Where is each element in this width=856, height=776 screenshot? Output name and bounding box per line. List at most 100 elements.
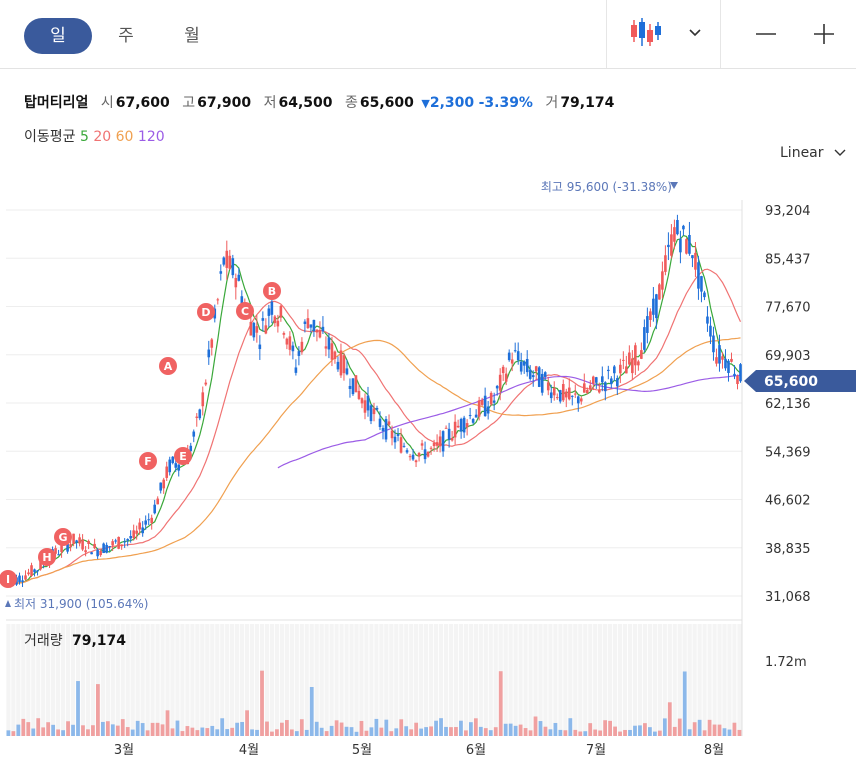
zoom-out-icon[interactable] — [754, 22, 778, 46]
volume-bar — [215, 729, 220, 736]
volume-bg-bar — [284, 624, 289, 736]
volume-bg-bar — [528, 624, 533, 736]
volume-bar — [349, 727, 354, 736]
volume-bar — [225, 729, 230, 736]
volume-bg-bar — [299, 624, 304, 736]
candle-body — [108, 546, 111, 548]
candle-body — [588, 385, 592, 390]
zoom-in-icon[interactable] — [812, 22, 836, 46]
x-tick-label: 5월 — [352, 743, 372, 758]
volume-bg-bar — [344, 624, 349, 736]
candle-body — [721, 356, 724, 360]
candle-body — [18, 575, 21, 583]
candle-body — [231, 258, 235, 276]
candle-body — [117, 536, 120, 549]
volume-bar — [498, 671, 503, 736]
volume-bar — [389, 731, 394, 736]
volume-bg-bar — [523, 624, 528, 736]
candle-body — [498, 374, 502, 391]
candle-body — [39, 560, 42, 570]
candle-body — [435, 442, 439, 446]
volume-label: 거 — [545, 95, 559, 111]
volume-bg-bar — [324, 624, 329, 736]
volume-bar — [135, 720, 140, 736]
candle-body — [718, 345, 721, 364]
volume-bar — [21, 718, 26, 736]
candle-body — [682, 225, 685, 230]
volume-bg-bar — [279, 624, 284, 736]
volume-bar — [593, 729, 598, 736]
volume-bar — [255, 729, 259, 736]
tab-week[interactable]: 주 — [118, 26, 134, 46]
candle-body — [390, 430, 394, 439]
volume-bg-bar — [274, 624, 280, 736]
signal-marker-label: I — [6, 573, 10, 586]
volume-bg-bar — [737, 624, 742, 736]
y-tick-label: 62,136 — [765, 397, 811, 412]
volume-bar — [444, 726, 448, 736]
volume-bar — [429, 726, 433, 736]
volume-bar — [722, 728, 727, 736]
volume-bar — [170, 728, 175, 736]
current-price-label: 65,600 — [764, 374, 818, 390]
candle-body — [727, 360, 730, 373]
candle-body — [114, 540, 117, 542]
scale-select[interactable]: Linear — [780, 145, 846, 161]
volume-bar — [449, 727, 453, 736]
volume-bar — [265, 721, 269, 736]
candle-body — [625, 366, 628, 374]
volume-bar — [588, 723, 593, 736]
volume-bar — [558, 729, 563, 736]
candle-body — [360, 398, 364, 404]
volume-bar — [334, 720, 339, 736]
candle-body — [543, 372, 547, 377]
candle-body — [582, 383, 586, 393]
volume-bg-bar — [558, 624, 563, 736]
tab-day[interactable]: 일 — [24, 18, 92, 54]
volume-bg-bar — [548, 624, 553, 736]
candle-body — [297, 351, 301, 356]
candle-body — [709, 325, 712, 337]
candle-body — [516, 351, 520, 361]
volume-bg-bar — [329, 624, 334, 736]
candle-body — [252, 322, 256, 338]
volume-bg-bar — [374, 624, 379, 736]
tab-month[interactable]: 월 — [184, 26, 200, 46]
candle-body — [396, 434, 400, 436]
volume-bar — [275, 729, 279, 736]
volume-bar — [394, 728, 399, 736]
volume-bar — [518, 724, 523, 736]
volume-bar — [160, 724, 165, 736]
volume-bg-bar — [503, 624, 508, 736]
open-value: 67,600 — [115, 95, 170, 111]
down-triangle-icon: ▼ — [421, 97, 430, 110]
candle-body — [673, 227, 676, 242]
volume-bar — [284, 720, 289, 736]
volume-bar — [379, 727, 384, 736]
candle-body — [378, 418, 382, 427]
volume-bar — [195, 730, 200, 736]
divider — [720, 0, 721, 68]
candle-body — [288, 336, 292, 350]
candle-body — [480, 399, 484, 405]
candle-body — [126, 539, 129, 541]
candle-body — [453, 421, 457, 438]
candle-body — [408, 456, 412, 458]
candle-body — [303, 321, 307, 324]
candle-body — [357, 390, 361, 399]
candle-body — [258, 344, 262, 350]
candle-body — [105, 544, 108, 553]
volume-bg-bar — [269, 624, 275, 736]
volume-bg-bar — [185, 624, 190, 736]
chart-type-button[interactable] — [626, 16, 716, 52]
volume-bg-bar — [657, 624, 662, 736]
signal-marker-label: G — [58, 531, 67, 544]
candle-body — [432, 442, 436, 447]
candle-body — [558, 390, 562, 402]
candle-body — [420, 443, 424, 446]
volume-bg-bar — [453, 624, 459, 736]
volume-bg-bar — [6, 624, 11, 736]
volume-bar — [86, 729, 90, 736]
candle-body — [111, 541, 114, 546]
